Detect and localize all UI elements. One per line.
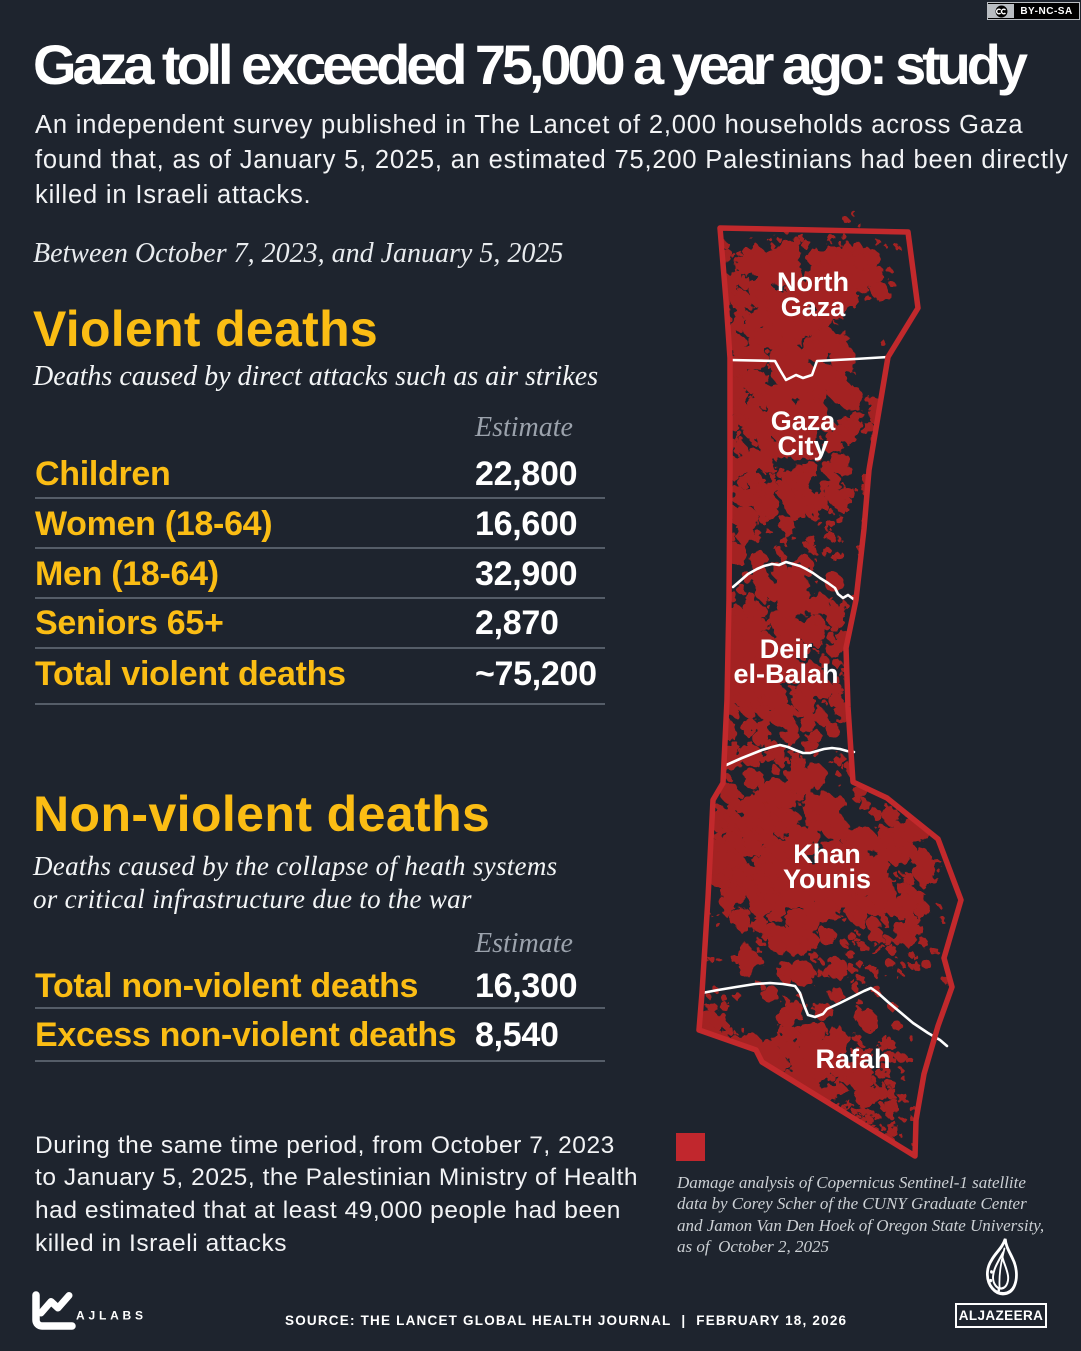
svg-text:Rafah: Rafah: [815, 1044, 890, 1074]
svg-text:el-Balah: el-Balah: [733, 659, 838, 689]
svg-text:Younis: Younis: [783, 864, 871, 894]
svg-text:AJLABS: AJLABS: [76, 1309, 147, 1323]
svg-text:Deir: Deir: [760, 634, 813, 664]
svg-text:City: City: [777, 431, 828, 461]
svg-text:North: North: [777, 267, 849, 297]
svg-text:Gaza: Gaza: [781, 292, 847, 322]
svg-text:Khan: Khan: [793, 839, 861, 869]
svg-text:Gaza: Gaza: [771, 406, 837, 436]
